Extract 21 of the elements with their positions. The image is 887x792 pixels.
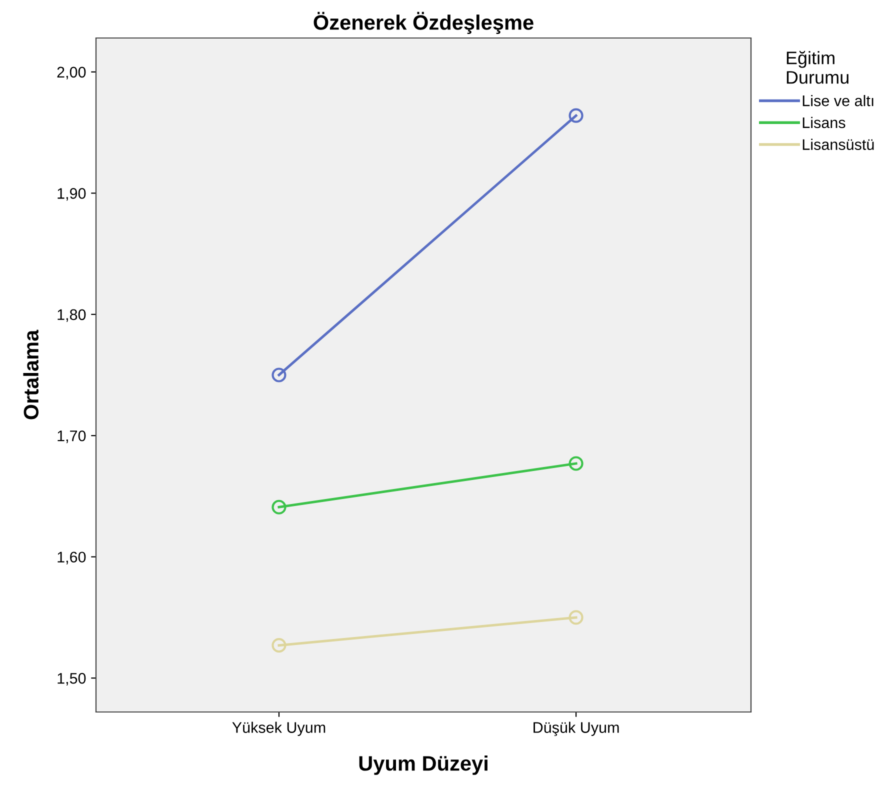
y-tick-label: 1,60 (58, 552, 86, 564)
y-tick-label: 1,50 (58, 672, 86, 686)
x-axis-title: Uyum Düzeyi (359, 755, 488, 775)
point (568, 456, 584, 471)
y-tick-label: 1,80 (58, 309, 86, 322)
x-tick-label: Yüksek Uyum (232, 722, 326, 736)
y-axis-title: Ortalama (23, 330, 39, 420)
point (568, 610, 584, 625)
legend-label: Lise ve altı (802, 95, 874, 106)
y-tick-label: 1,70 (58, 430, 86, 444)
point (272, 368, 286, 382)
legend-title: Eğitim Durumu (786, 50, 848, 84)
x-tick-label: Düşük Uyum (534, 722, 619, 736)
point (272, 638, 286, 653)
point (272, 500, 286, 514)
chart-title: Özenerek Özdeşleşme (314, 12, 534, 34)
point (568, 108, 584, 123)
y-tick-label: 2,00 (57, 66, 86, 80)
y-tick-label: 1,90 (58, 188, 86, 201)
legend-label: Lisansüstü (802, 138, 874, 150)
legend-label: Lisans (802, 116, 846, 128)
